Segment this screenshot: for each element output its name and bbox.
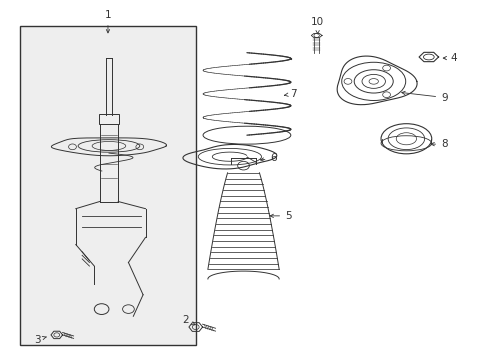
Text: 7: 7	[284, 89, 296, 99]
Text: 4: 4	[442, 53, 457, 63]
Text: 2: 2	[183, 315, 195, 325]
Text: 6: 6	[260, 153, 277, 163]
Text: 3: 3	[34, 334, 46, 345]
Text: 1: 1	[104, 10, 111, 33]
Text: 9: 9	[401, 91, 447, 103]
Text: 8: 8	[430, 139, 447, 149]
Bar	[99, 114, 119, 125]
Text: 5: 5	[269, 211, 291, 221]
Text: 10: 10	[310, 17, 324, 34]
Bar	[20, 26, 195, 345]
